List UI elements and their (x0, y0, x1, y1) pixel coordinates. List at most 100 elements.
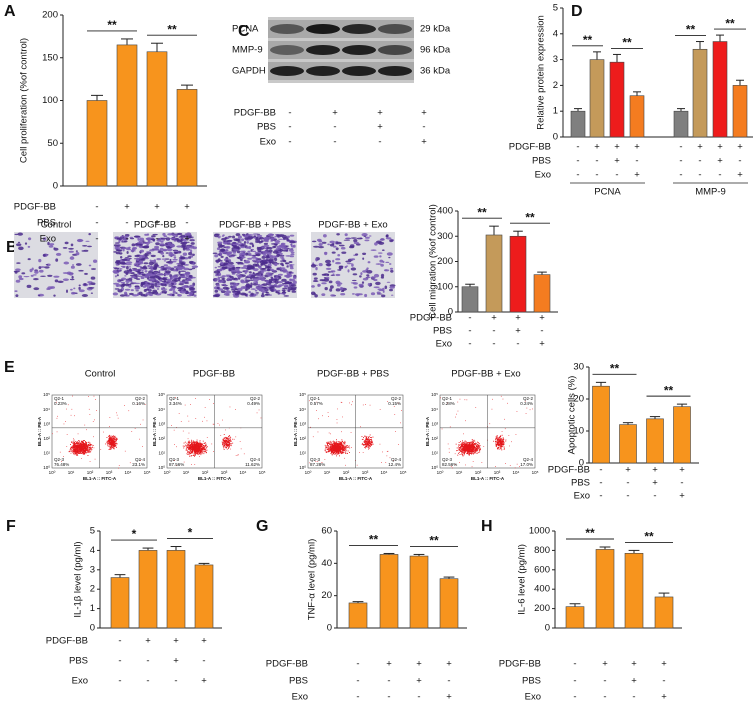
cell (246, 266, 253, 270)
event-dot (338, 449, 340, 451)
cell (217, 266, 222, 268)
cell (169, 243, 176, 248)
cell (229, 282, 235, 284)
event-dot (175, 397, 176, 398)
event-dot (341, 452, 343, 454)
event-dot (87, 442, 89, 444)
event-dot (207, 446, 208, 448)
cell (248, 271, 252, 274)
cell (262, 283, 268, 286)
cell (186, 241, 190, 243)
event-dot (333, 451, 335, 452)
cell (178, 283, 184, 286)
cell (221, 266, 227, 270)
cell (381, 294, 386, 298)
cell (265, 280, 270, 282)
event-dot (193, 450, 195, 452)
cell (161, 277, 167, 280)
event-dot (204, 446, 205, 448)
event-dot (196, 449, 198, 450)
cell (274, 257, 278, 262)
event-dot (116, 443, 118, 445)
event-dot (111, 440, 113, 442)
cell (145, 257, 149, 260)
cell (176, 234, 179, 237)
event-dot (86, 429, 87, 431)
flow-y-tick: 10³ (299, 421, 306, 426)
cell (262, 261, 268, 264)
event-dot (228, 441, 229, 442)
cell (168, 289, 173, 291)
event-dot (195, 449, 197, 451)
event-dot (199, 443, 200, 445)
event-dot (73, 442, 75, 444)
event-dot (341, 447, 343, 449)
event-dot (72, 452, 74, 454)
event-dot (69, 450, 71, 452)
event-dot (328, 443, 330, 444)
event-dot (90, 449, 92, 451)
event-dot (73, 446, 75, 448)
event-dot (91, 447, 93, 449)
cell (133, 282, 137, 284)
cell (160, 251, 164, 255)
event-dot (72, 445, 74, 447)
event-dot (113, 438, 114, 439)
event-dot (83, 454, 85, 455)
cell (57, 280, 64, 283)
event-dot (474, 452, 476, 453)
cell (181, 243, 187, 247)
event-dot (68, 451, 70, 453)
event-dot (476, 448, 478, 449)
event-dot (203, 449, 205, 451)
event-dot (342, 451, 344, 453)
cell (149, 249, 155, 252)
event-dot (346, 452, 348, 454)
event-dot (397, 402, 399, 404)
event-dot (477, 446, 479, 448)
cell (126, 251, 129, 254)
event-dot (194, 443, 195, 445)
event-dot (340, 445, 342, 447)
event-dot (333, 446, 335, 447)
event-dot (225, 438, 227, 440)
event-dot (230, 445, 232, 447)
event-dot (332, 445, 334, 447)
cell (38, 266, 42, 270)
event-dot (228, 439, 230, 440)
cell (289, 265, 293, 268)
cell (255, 281, 258, 285)
event-dot (365, 443, 367, 445)
cell (279, 244, 284, 247)
event-dot (476, 447, 478, 448)
event-dot (365, 444, 366, 446)
cell (219, 260, 223, 262)
event-dot (188, 444, 190, 446)
event-dot (336, 450, 338, 451)
event-dot (224, 445, 226, 447)
cell (182, 252, 188, 256)
event-dot (191, 449, 193, 451)
blot-band (378, 24, 412, 34)
event-dot (203, 446, 204, 448)
cell (126, 261, 133, 264)
cell (376, 291, 381, 294)
event-dot (344, 446, 346, 448)
event-dot (85, 448, 86, 450)
cell (221, 278, 226, 280)
event-dot (346, 447, 348, 448)
event-dot (205, 451, 207, 452)
flow-y-tick: 10¹ (158, 451, 165, 456)
event-dot (112, 440, 114, 442)
cell (240, 280, 246, 284)
event-dot (369, 439, 371, 441)
event-dot (469, 449, 471, 450)
event-dot (328, 446, 330, 448)
event-dot (187, 453, 189, 455)
flow-y-tick: 10⁴ (43, 407, 50, 412)
cell (263, 242, 268, 245)
event-dot (186, 453, 188, 455)
cell (245, 269, 249, 273)
event-dot (200, 447, 202, 449)
flow-y-tick: 10⁵ (299, 392, 306, 397)
